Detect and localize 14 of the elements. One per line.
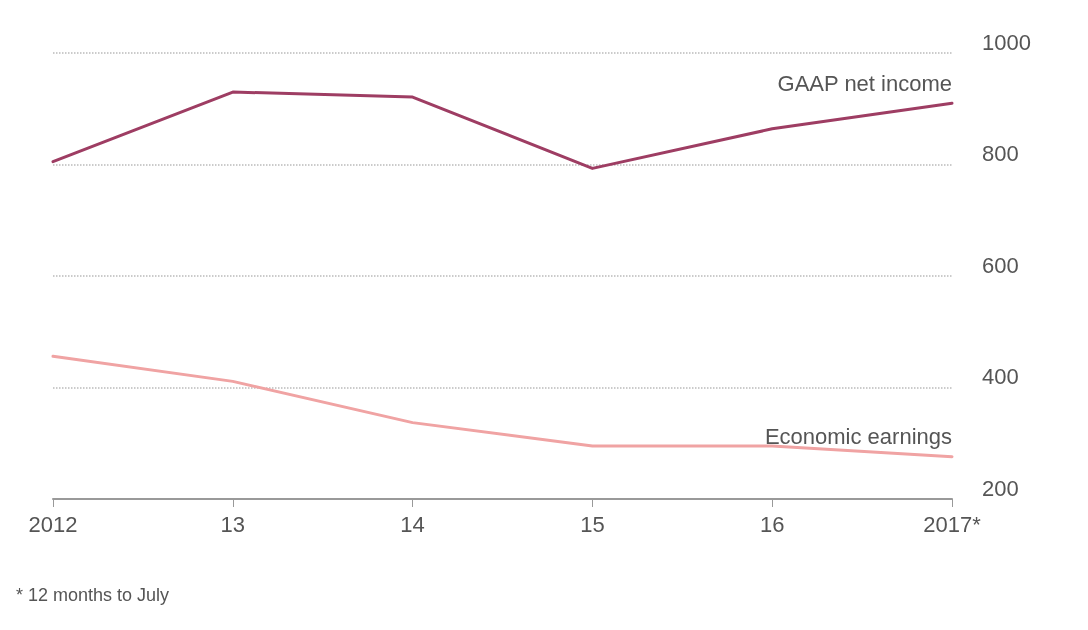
x-tick-label: 16 bbox=[759, 511, 785, 537]
series-label: Economic earnings bbox=[764, 424, 952, 450]
y-tick-label: 600 bbox=[982, 252, 1019, 278]
x-tick-label: 2017* bbox=[923, 511, 982, 537]
series-label: GAAP net income bbox=[777, 70, 952, 96]
x-tick-label: 13 bbox=[220, 511, 246, 537]
x-tick-label: 14 bbox=[400, 511, 425, 537]
x-tick-label: 15 bbox=[580, 511, 605, 537]
text: * 12 months to July bbox=[16, 585, 170, 605]
y-tick-label: 800 bbox=[982, 141, 1019, 166]
y-tick-label: 400 bbox=[982, 364, 1019, 389]
x-tick-label: 2012 bbox=[28, 511, 78, 537]
y-tick-label: 200 bbox=[982, 475, 1019, 501]
y-tick-label: 1000 bbox=[982, 29, 1031, 55]
